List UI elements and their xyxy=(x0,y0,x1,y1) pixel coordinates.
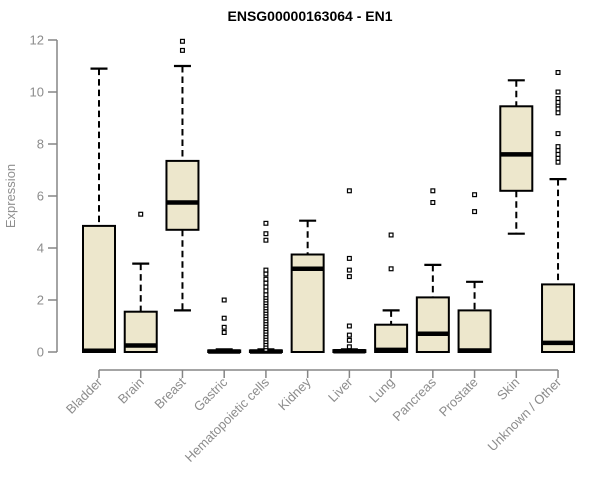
box-group-breast xyxy=(165,38,200,312)
box xyxy=(82,224,116,353)
y-tick-label: 0 xyxy=(37,345,44,360)
box-group-unknown-other xyxy=(541,69,576,353)
x-tick-label-skin: Skin xyxy=(494,375,522,403)
outlier-point xyxy=(346,188,352,194)
outlier-point xyxy=(221,297,227,303)
outlier-point xyxy=(263,267,269,273)
x-tick-label-unknown-other: Unknown / Other xyxy=(485,374,565,454)
x-tick-label-brain: Brain xyxy=(115,375,147,407)
box-group-prostate xyxy=(457,192,492,353)
outlier-point xyxy=(263,220,269,226)
outlier-point xyxy=(555,106,561,112)
outlier-point xyxy=(388,232,394,238)
outlier-point xyxy=(555,148,561,154)
outlier-point xyxy=(555,131,561,137)
y-tick-label: 10 xyxy=(30,85,44,100)
box xyxy=(499,105,534,192)
box-group-hematopoietic-cells xyxy=(248,220,283,354)
outlier-point xyxy=(346,344,352,350)
outlier-point xyxy=(430,200,436,206)
outlier-point xyxy=(263,284,269,290)
outlier-point xyxy=(263,231,269,237)
x-tick-label-breast: Breast xyxy=(151,374,188,411)
outlier-point xyxy=(346,332,352,338)
outlier-point xyxy=(179,47,185,53)
x-tick-label-gastric: Gastric xyxy=(191,374,231,414)
outlier-point xyxy=(263,271,269,277)
outlier-point xyxy=(263,292,269,298)
outlier-point xyxy=(555,110,561,116)
outlier-point xyxy=(263,280,269,286)
x-tick-label-bladder: Bladder xyxy=(63,374,106,417)
x-tick-label-kidney: Kidney xyxy=(275,374,314,413)
box xyxy=(415,296,450,353)
y-tick-label: 2 xyxy=(37,293,44,308)
box xyxy=(165,159,200,231)
outlier-point xyxy=(263,276,269,282)
outlier-point xyxy=(221,330,227,336)
outlier-point xyxy=(472,209,478,215)
y-tick-label: 12 xyxy=(30,33,44,48)
box-group-skin xyxy=(499,79,534,235)
outlier-point xyxy=(555,89,561,95)
outlier-point xyxy=(263,288,269,294)
y-axis: 0 2 4 6 8 10 12 xyxy=(30,33,58,360)
outlier-point xyxy=(555,69,561,75)
outlier-point xyxy=(555,99,561,105)
outlier-point xyxy=(179,38,185,44)
box-group-pancreas xyxy=(415,188,450,353)
x-tick-label-lung: Lung xyxy=(366,375,397,406)
box-group-liver xyxy=(332,188,367,354)
outlier-point xyxy=(221,315,227,321)
outlier-point xyxy=(472,192,478,198)
outlier-point xyxy=(555,155,561,161)
outlier-point xyxy=(138,211,144,217)
outlier-point xyxy=(555,144,561,150)
x-tick-label-pancreas: Pancreas xyxy=(390,374,440,424)
outlier-point xyxy=(346,255,352,261)
box xyxy=(374,323,409,354)
chart-title: ENSG00000163064 - EN1 xyxy=(228,8,393,24)
box-group-brain xyxy=(123,211,158,354)
outlier-point xyxy=(346,274,352,280)
box-group-gastric xyxy=(207,297,242,354)
x-tick-label-liver: Liver xyxy=(325,374,356,405)
outlier-point xyxy=(346,323,352,329)
y-axis-title: Expression xyxy=(3,164,18,228)
outlier-point xyxy=(555,95,561,101)
box-group-lung xyxy=(374,232,409,354)
box-group-kidney xyxy=(290,219,325,353)
outlier-point xyxy=(388,266,394,272)
y-tick-label: 8 xyxy=(37,137,44,152)
outlier-point xyxy=(263,237,269,243)
outlier-point xyxy=(555,159,561,165)
outlier-point xyxy=(555,151,561,157)
y-tick-label: 4 xyxy=(37,241,44,256)
outlier-point xyxy=(430,188,436,194)
y-tick-label: 6 xyxy=(37,189,44,204)
box-group-bladder xyxy=(82,67,116,353)
x-tick-label-prostate: Prostate xyxy=(436,375,481,420)
outlier-point xyxy=(346,267,352,273)
outlier-point xyxy=(346,337,352,343)
box xyxy=(457,309,492,353)
outlier-point xyxy=(221,324,227,330)
